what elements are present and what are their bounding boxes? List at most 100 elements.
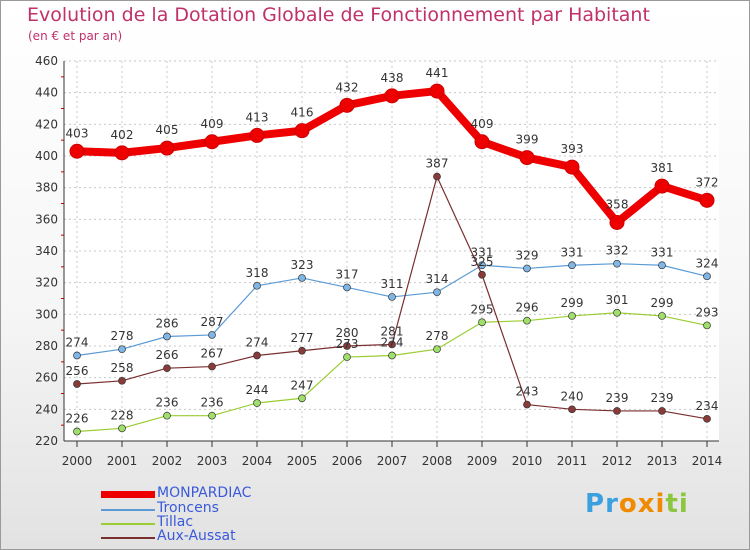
data-label: 331 <box>471 245 494 259</box>
data-point <box>339 97 355 113</box>
legend-swatch <box>101 491 155 498</box>
data-point <box>564 159 580 175</box>
data-point <box>114 145 130 161</box>
data-label: 240 <box>561 389 584 403</box>
data-point <box>568 261 576 270</box>
data-label: 372 <box>696 175 719 189</box>
data-point <box>658 407 666 415</box>
logo-letter: t <box>665 489 679 519</box>
data-point <box>478 270 486 279</box>
data-label: 441 <box>426 66 449 80</box>
data-point <box>73 380 81 388</box>
data-point <box>343 283 351 292</box>
data-point <box>699 192 715 208</box>
x-tick-label: 2007 <box>377 454 408 468</box>
data-point <box>613 308 621 317</box>
data-point <box>609 215 625 230</box>
data-label: 258 <box>111 361 134 375</box>
y-tick-label: 300 <box>35 307 58 321</box>
data-label: 323 <box>291 258 314 272</box>
data-label: 317 <box>336 267 359 281</box>
y-tick-label: 260 <box>35 371 58 385</box>
logo-letter: r <box>605 489 619 519</box>
data-label: 399 <box>516 133 539 147</box>
data-label: 293 <box>696 305 719 319</box>
chart-subtitle: (en € et par an) <box>28 29 123 43</box>
data-point <box>703 321 711 330</box>
data-point <box>343 353 351 361</box>
legend-label: Tillac <box>157 514 194 530</box>
data-label: 287 <box>201 315 224 329</box>
logo-letter: i <box>678 489 689 519</box>
data-point <box>253 281 261 290</box>
legend-label: MONPARDIAC <box>157 485 252 501</box>
y-tick-label: 340 <box>35 244 58 258</box>
data-label: 236 <box>201 396 224 410</box>
data-label: 432 <box>336 80 359 94</box>
data-point <box>298 274 306 282</box>
data-label: 239 <box>606 391 629 405</box>
x-tick-label: 2006 <box>332 454 363 468</box>
data-label: 314 <box>426 272 449 286</box>
data-point <box>658 261 666 270</box>
data-label: 325 <box>471 255 494 269</box>
data-label: 256 <box>66 364 89 378</box>
data-label: 234 <box>696 399 719 413</box>
data-point <box>568 312 576 320</box>
data-label: 409 <box>471 117 494 131</box>
y-tick-label: 420 <box>35 117 58 131</box>
data-point <box>433 172 441 181</box>
legend-label: Troncens <box>157 500 219 516</box>
data-point <box>298 394 306 403</box>
data-label: 244 <box>246 383 269 397</box>
data-point <box>208 331 216 339</box>
y-tick-label: 380 <box>35 181 58 195</box>
logo-letter: o <box>618 489 638 519</box>
data-label: 332 <box>606 244 629 258</box>
data-label: 236 <box>156 396 179 410</box>
data-label: 267 <box>201 347 224 361</box>
data-label: 274 <box>381 336 404 350</box>
y-tick-label: 360 <box>35 212 58 226</box>
data-label: 274 <box>66 336 89 350</box>
x-tick-label: 2003 <box>197 454 228 468</box>
legend-swatch <box>101 537 155 539</box>
data-label: 301 <box>606 293 629 307</box>
logo-letter: x <box>637 489 656 519</box>
data-point <box>298 346 306 355</box>
data-point <box>433 345 441 354</box>
data-point <box>523 400 531 409</box>
data-label: 243 <box>516 385 539 399</box>
data-label: 318 <box>246 266 269 280</box>
data-label: 278 <box>111 329 134 343</box>
x-tick-label: 2008 <box>422 454 453 468</box>
data-point <box>429 83 445 99</box>
data-label: 273 <box>336 337 359 351</box>
data-label: 278 <box>426 329 449 343</box>
data-point <box>703 272 711 281</box>
data-label: 402 <box>111 128 134 142</box>
data-label: 381 <box>651 161 674 175</box>
data-label: 331 <box>651 245 674 259</box>
x-tick-label: 2011 <box>557 454 588 468</box>
data-point <box>388 351 396 360</box>
y-tick-label: 440 <box>35 86 58 100</box>
data-point <box>523 316 531 325</box>
data-point <box>253 351 261 360</box>
data-label: 266 <box>156 348 179 362</box>
data-point <box>478 318 486 327</box>
logo-letter: i <box>655 489 666 519</box>
data-point <box>433 288 441 297</box>
data-point <box>343 342 351 350</box>
data-label: 247 <box>291 378 314 392</box>
x-tick-label: 2009 <box>467 454 498 468</box>
data-point <box>69 143 85 159</box>
x-tick-label: 2014 <box>692 454 723 468</box>
legend-swatch <box>101 509 155 511</box>
data-label: 281 <box>381 324 404 338</box>
data-label: 329 <box>516 248 539 262</box>
data-point <box>613 259 621 268</box>
data-point <box>253 399 261 407</box>
data-label: 358 <box>606 198 629 212</box>
data-point <box>294 123 310 139</box>
